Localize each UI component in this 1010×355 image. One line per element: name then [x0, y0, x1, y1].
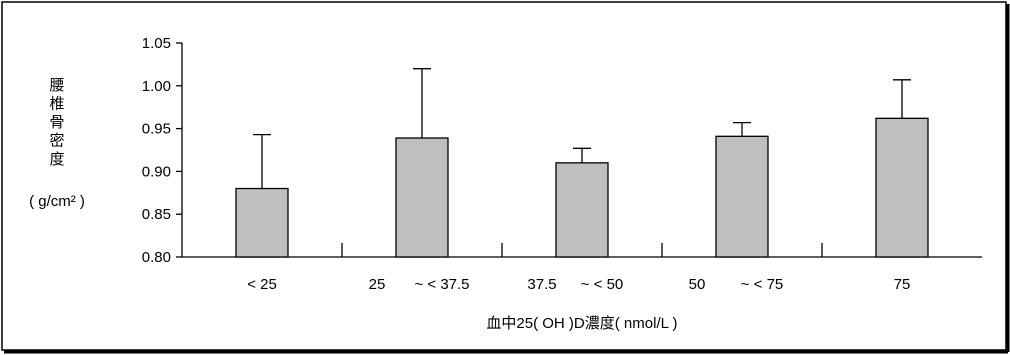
y-tick-label: 0.85 — [142, 206, 171, 223]
bar — [715, 135, 769, 258]
x-category-label: ~ < 37.5 — [414, 276, 469, 293]
x-category-label: 75 — [894, 276, 911, 293]
y-axis-title-char: 椎 — [49, 96, 64, 113]
x-category-label: ~ < 50 — [581, 276, 624, 293]
bar — [235, 187, 289, 258]
y-axis-title-char: 腰 — [49, 77, 64, 94]
y-tick-label: 0.90 — [142, 163, 171, 180]
y-tick-label: 0.95 — [142, 121, 171, 138]
y-axis-title-char: 度 — [49, 151, 64, 168]
y-tick-label: 0.80 — [142, 249, 171, 266]
y-tick-label: 1.00 — [142, 78, 171, 95]
x-category-label: 25 — [369, 276, 386, 293]
x-category-label: 37.5 — [527, 276, 556, 293]
bar — [875, 117, 929, 258]
x-axis-title: 血中25( OH )D濃度( nmol/L ) — [486, 315, 677, 332]
x-category-label: < 25 — [247, 276, 277, 293]
x-category-label: 50 — [689, 276, 706, 293]
bar — [555, 162, 609, 258]
x-category-label: ~ < 75 — [741, 276, 784, 293]
y-axis-title-char: 密 — [49, 133, 64, 150]
y-tick-label: 1.05 — [142, 35, 171, 52]
bar — [395, 137, 449, 258]
y-axis-unit: ( g/cm² ) — [29, 193, 85, 210]
y-axis-title-char: 骨 — [49, 114, 64, 131]
